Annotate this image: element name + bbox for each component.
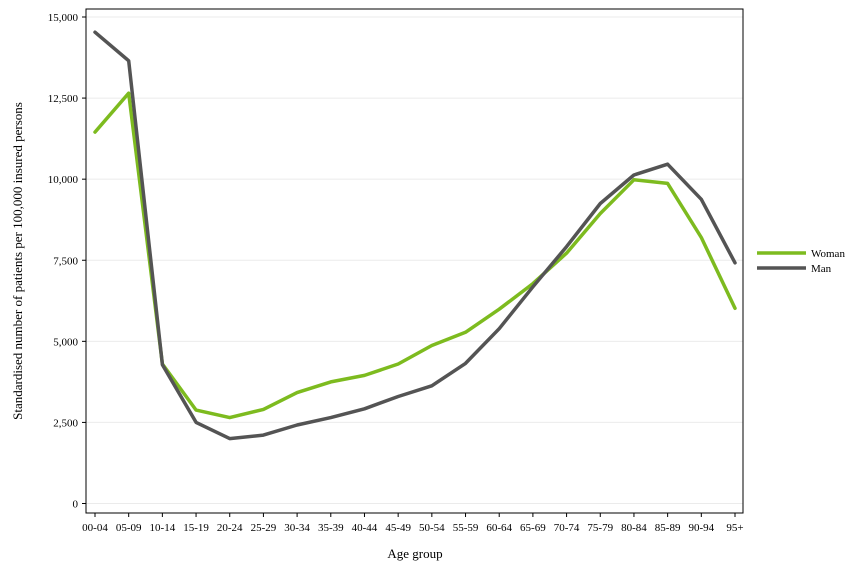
x-tick-label: 40-44: [352, 522, 378, 534]
y-tick-label: 7,500: [53, 255, 78, 267]
x-tick-label: 60-64: [486, 522, 512, 534]
plot-frame: [85, 8, 744, 514]
series-line-woman: [93, 91, 737, 420]
legend-label-woman: Woman: [811, 248, 845, 260]
y-axis-title: Standardised number of patients per 100,…: [10, 102, 25, 420]
x-tick-label: 85-89: [655, 522, 681, 534]
x-tick-label: 35-39: [318, 522, 344, 534]
x-tick-label: 50-54: [419, 522, 445, 534]
y-tick-label: 15,000: [48, 12, 79, 24]
x-tick-label: 65-69: [520, 522, 546, 534]
y-tick-label: 5,000: [53, 336, 78, 348]
x-axis: 00-04 05-09 10-14 15-19 20-24 25-29 30-34 35-39…: [82, 513, 744, 534]
series: [93, 30, 737, 441]
x-tick-label: 55-59: [453, 522, 479, 534]
x-tick-label: 00-04: [82, 522, 108, 534]
x-tick-label: 20-24: [217, 522, 243, 534]
x-tick-label: 10-14: [150, 522, 176, 534]
grid: [86, 16, 743, 504]
x-tick-label: 70-74: [554, 522, 580, 534]
x-tick-label: 90-94: [688, 522, 714, 534]
x-tick-label: 80-84: [621, 522, 647, 534]
legend: Woman Man: [757, 248, 845, 275]
x-tick-label: 45-49: [385, 522, 411, 534]
y-tick-label: 10,000: [48, 174, 79, 186]
y-tick-label: 2,500: [53, 417, 78, 429]
x-tick-label: 25-29: [251, 522, 277, 534]
x-tick-label: 95+: [726, 522, 743, 534]
x-tick-label: 30-34: [284, 522, 310, 534]
x-tick-label: 75-79: [587, 522, 613, 534]
x-tick-label: 15-19: [183, 522, 209, 534]
y-tick-label: 0: [73, 499, 79, 511]
series-line-man: [93, 30, 737, 441]
legend-label-man: Man: [811, 263, 832, 275]
x-tick-label: 05-09: [116, 522, 142, 534]
y-axis: 0 2,500 5,000 7,500 10,000 12,500 15,000: [48, 12, 86, 511]
x-axis-title: Age group: [387, 546, 442, 561]
y-tick-label: 12,500: [48, 93, 79, 105]
